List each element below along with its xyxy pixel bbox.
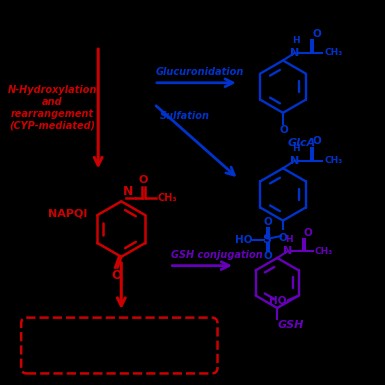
Text: S: S — [262, 233, 271, 246]
Text: N: N — [290, 48, 300, 58]
Text: O: O — [111, 269, 122, 282]
Text: H: H — [292, 144, 300, 153]
Text: O: O — [304, 228, 313, 238]
Text: GSH: GSH — [278, 320, 305, 330]
Text: HO: HO — [235, 235, 252, 245]
Text: HO: HO — [269, 296, 286, 306]
Text: N: N — [283, 246, 293, 256]
Text: CH₃: CH₃ — [157, 192, 177, 203]
Text: N: N — [290, 156, 300, 166]
Text: N-Hydroxylation
and
rearrangement
(CYP-mediated): N-Hydroxylation and rearrangement (CYP-m… — [8, 85, 97, 130]
Text: NAPQI: NAPQI — [49, 208, 88, 218]
Text: O: O — [280, 125, 288, 135]
Text: O: O — [264, 217, 272, 227]
Text: O: O — [264, 251, 272, 261]
Text: H: H — [292, 36, 300, 45]
Text: O: O — [312, 28, 321, 38]
Text: Glucuronidation: Glucuronidation — [156, 67, 244, 77]
Text: O: O — [312, 136, 321, 146]
Text: O: O — [279, 233, 287, 243]
Text: GSH conjugation: GSH conjugation — [171, 250, 263, 260]
Text: CH₃: CH₃ — [325, 49, 343, 57]
Text: O: O — [139, 175, 148, 185]
Text: Sulfation: Sulfation — [160, 111, 210, 121]
Text: CH₃: CH₃ — [315, 246, 333, 256]
Text: N: N — [123, 185, 134, 198]
Text: CH₃: CH₃ — [325, 156, 343, 165]
Text: H: H — [285, 235, 293, 244]
Text: GlcA: GlcA — [288, 138, 316, 148]
